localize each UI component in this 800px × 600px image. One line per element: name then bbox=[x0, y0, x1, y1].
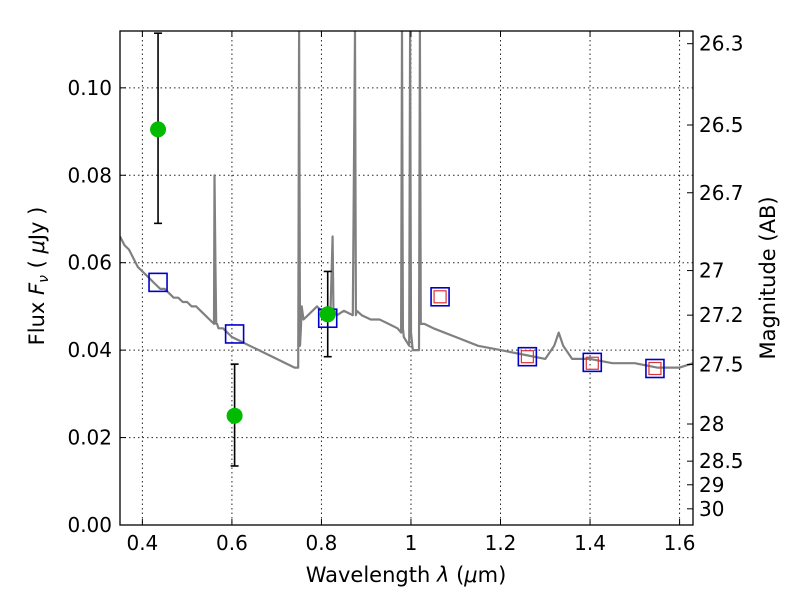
y-axis-label: Flux Fν ( μJy ) bbox=[25, 207, 52, 346]
plot-area bbox=[120, 31, 693, 467]
y2-axis-label: Magnitude (AB) bbox=[756, 196, 780, 359]
y2-tick-label: 29 bbox=[699, 473, 724, 497]
y-tick-label: 0.02 bbox=[67, 426, 112, 450]
x-axis-label: Wavelength λ (μm) bbox=[306, 563, 507, 587]
observed-point bbox=[226, 407, 243, 424]
y-axis-ticks: 0.00 0.02 0.04 0.06 0.08 0.10 bbox=[67, 76, 126, 537]
y-tick-label: 0.04 bbox=[67, 338, 112, 362]
x-tick-label: 1.4 bbox=[574, 531, 606, 555]
x-tick-label: 0.8 bbox=[306, 531, 338, 555]
upper-limit-markers bbox=[433, 290, 662, 376]
y2-tick-label: 28.5 bbox=[699, 449, 744, 473]
x-tick-label: 1.2 bbox=[485, 531, 517, 555]
upper-limit-marker bbox=[585, 356, 599, 370]
x-tick-label: 1.6 bbox=[664, 531, 696, 555]
y2-tick-label: 27 bbox=[699, 259, 724, 283]
observed-point bbox=[150, 121, 167, 138]
model-band-marker bbox=[517, 346, 538, 367]
upper-limit-marker bbox=[520, 350, 534, 364]
observed-points bbox=[150, 121, 336, 424]
model-band-marker bbox=[582, 352, 603, 373]
y2-tick-label: 26.3 bbox=[699, 32, 744, 56]
y-tick-label: 0.06 bbox=[67, 251, 112, 275]
y2-tick-label: 30 bbox=[699, 497, 724, 521]
model-band-marker bbox=[224, 324, 245, 344]
plot-frame bbox=[119, 30, 694, 526]
observed-point bbox=[319, 306, 336, 323]
y-tick-label: 0.10 bbox=[67, 76, 112, 100]
upper-limit-marker bbox=[648, 361, 662, 376]
y2-tick-label: 27.5 bbox=[699, 353, 744, 377]
y2-tick-label: 28 bbox=[699, 412, 724, 436]
model-band-marker bbox=[430, 286, 450, 307]
x-tick-label: 1 bbox=[405, 531, 418, 555]
upper-limit-marker bbox=[433, 290, 447, 304]
y-tick-label: 0.00 bbox=[67, 513, 112, 537]
x-axis-ticks: 0.4 0.6 0.8 1 1.2 1.4 1.6 bbox=[126, 31, 695, 555]
y2-tick-label: 27.2 bbox=[699, 303, 744, 327]
plot-background bbox=[120, 31, 693, 525]
y2-tick-label: 26.7 bbox=[699, 181, 744, 205]
x-tick-label: 0.4 bbox=[126, 531, 158, 555]
model-band-marker bbox=[645, 358, 665, 379]
x-tick-label: 0.6 bbox=[216, 531, 248, 555]
model-band-markers bbox=[148, 272, 665, 379]
model-band-marker bbox=[148, 272, 168, 293]
y-tick-label: 0.08 bbox=[67, 163, 112, 187]
y2-tick-label: 26.5 bbox=[699, 113, 744, 137]
